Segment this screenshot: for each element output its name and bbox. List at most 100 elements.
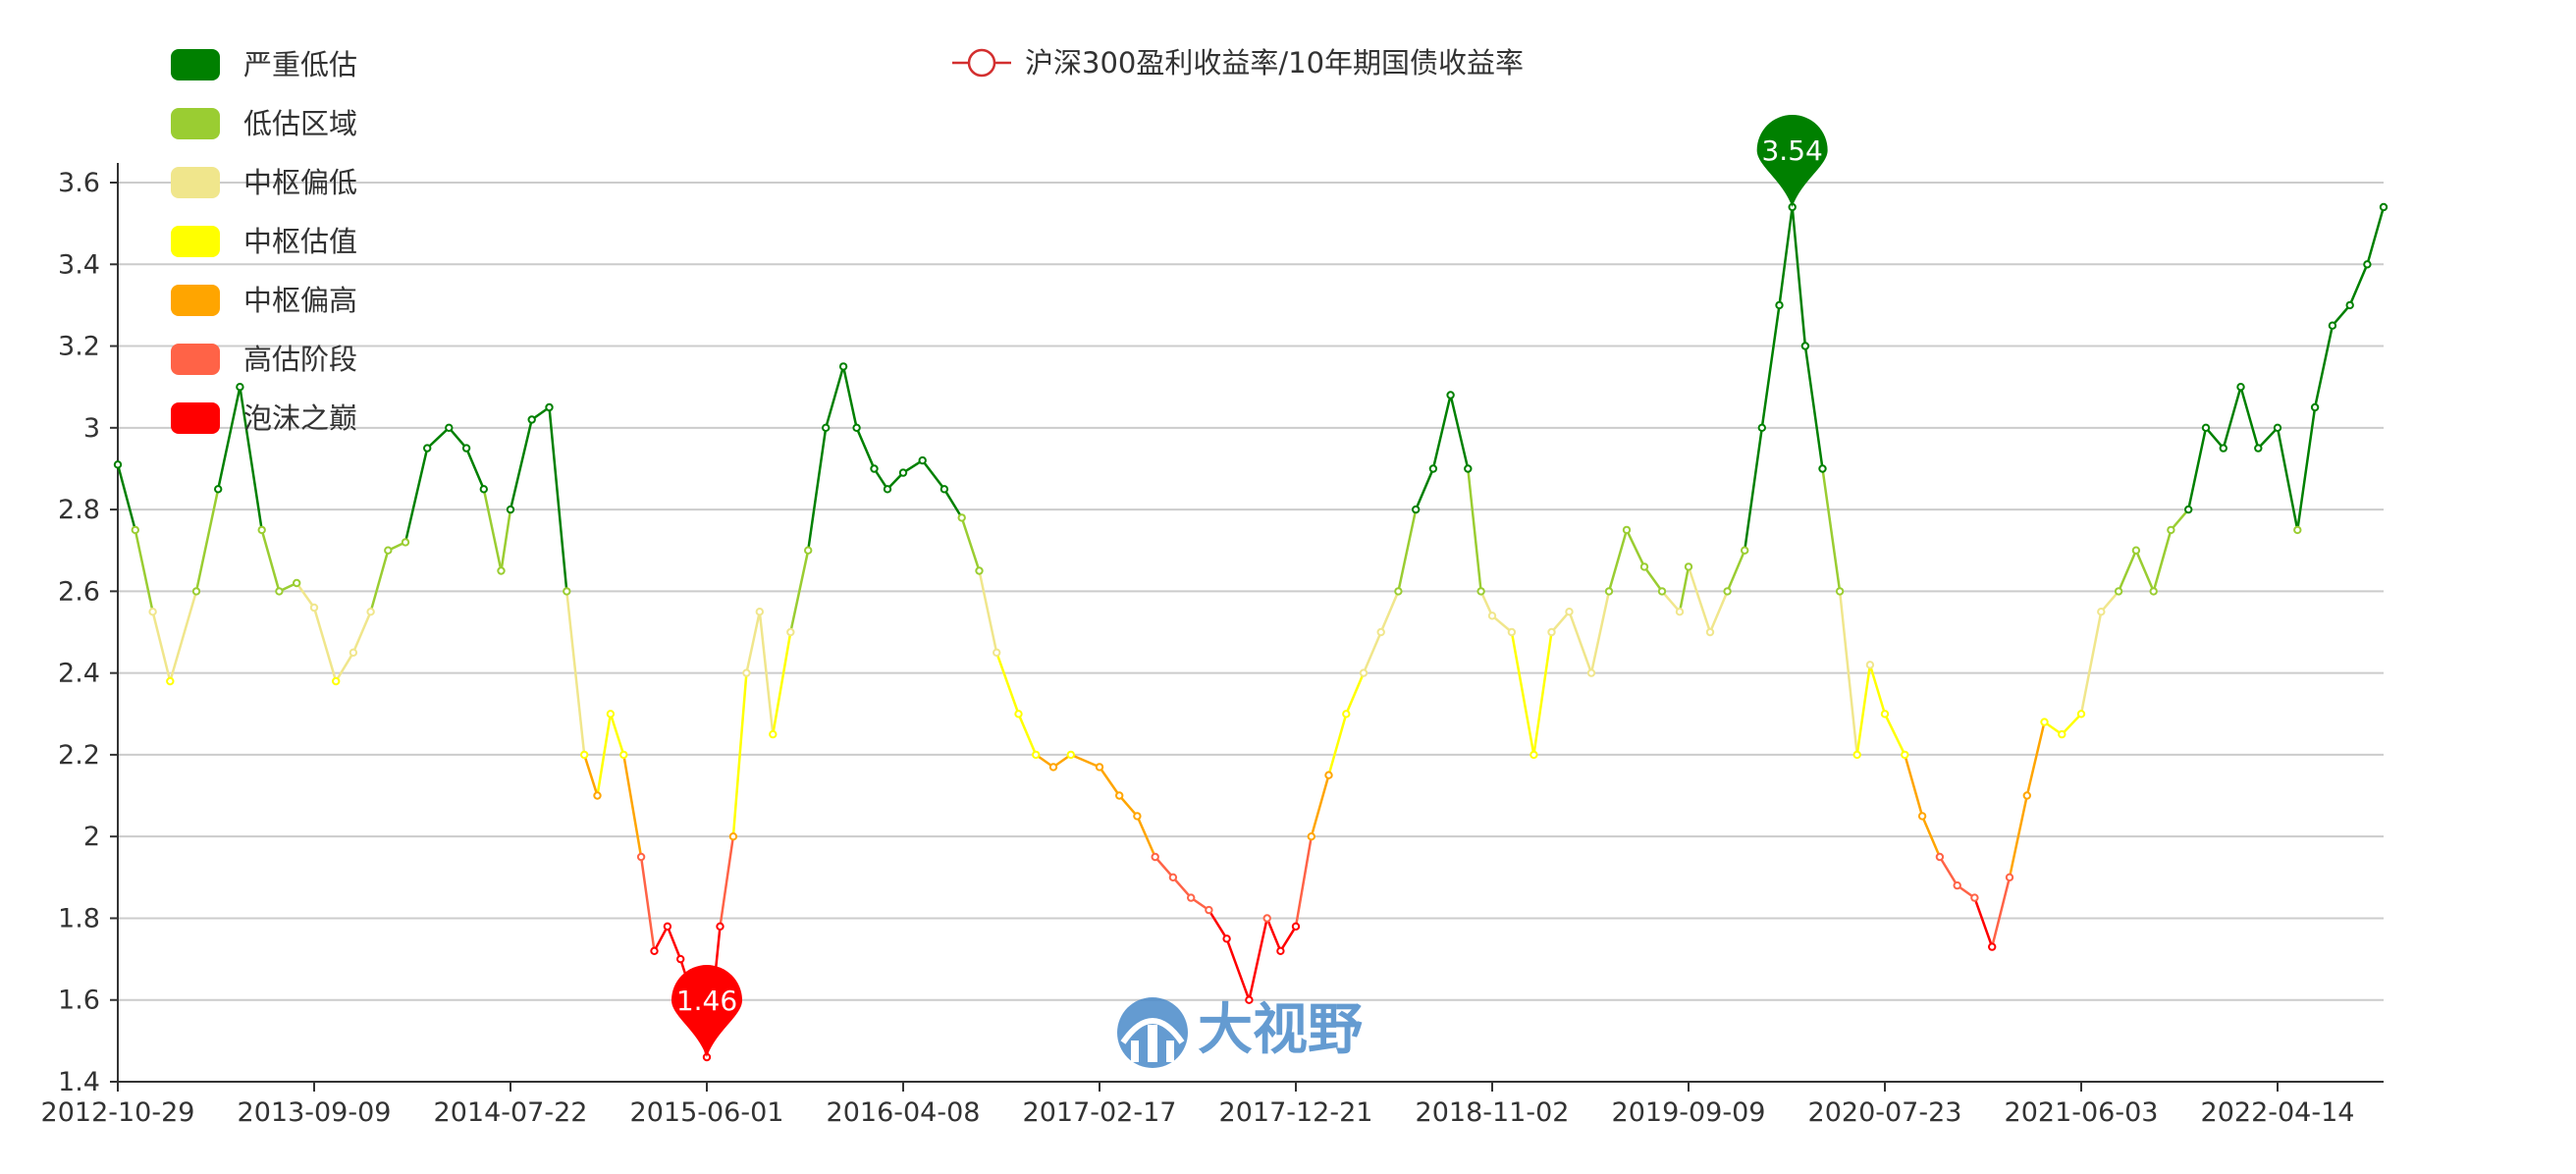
data-point[interactable]	[1151, 852, 1159, 862]
data-point[interactable]	[1032, 750, 1041, 760]
data-point[interactable]	[1342, 710, 1351, 719]
data-point[interactable]	[1048, 763, 1058, 772]
data-point[interactable]	[366, 608, 375, 616]
data-point[interactable]	[993, 648, 1001, 657]
data-point[interactable]	[1307, 832, 1316, 841]
data-point[interactable]	[545, 402, 554, 412]
data-point[interactable]	[769, 729, 778, 739]
data-point[interactable]	[1359, 668, 1368, 677]
data-point[interactable]	[742, 668, 751, 677]
data-point[interactable]	[1835, 587, 1845, 596]
data-point[interactable]	[2040, 718, 2049, 726]
data-point[interactable]	[1507, 627, 1517, 637]
data-point[interactable]	[580, 750, 589, 760]
data-point[interactable]	[2167, 525, 2175, 535]
data-point[interactable]	[2219, 444, 2228, 453]
series-legend-item[interactable]: 沪深300盈利收益率/10年期国债收益率	[952, 46, 1524, 80]
data-point[interactable]	[275, 587, 284, 596]
data-point[interactable]	[1917, 812, 1927, 821]
data-point[interactable]	[2097, 608, 2106, 616]
data-point[interactable]	[957, 513, 966, 522]
data-point[interactable]	[822, 423, 831, 432]
data-point[interactable]	[148, 608, 157, 616]
data-point[interactable]	[2328, 321, 2337, 330]
data-point[interactable]	[563, 587, 571, 596]
data-point[interactable]	[883, 485, 892, 494]
data-point[interactable]	[1547, 627, 1556, 637]
data-point[interactable]	[1014, 710, 1023, 719]
data-point[interactable]	[1394, 587, 1403, 596]
data-point[interactable]	[1245, 995, 1254, 1004]
data-point[interactable]	[918, 455, 927, 465]
data-point[interactable]	[1953, 880, 1961, 890]
data-point[interactable]	[1988, 942, 1997, 951]
data-point[interactable]	[1775, 300, 1784, 310]
data-point[interactable]	[1865, 661, 1875, 669]
data-point[interactable]	[1324, 771, 1333, 779]
data-point[interactable]	[975, 566, 984, 575]
data-point[interactable]	[1970, 893, 1979, 902]
data-point[interactable]	[384, 546, 393, 555]
data-point[interactable]	[593, 791, 602, 800]
data-point[interactable]	[166, 676, 175, 686]
data-point[interactable]	[1412, 505, 1421, 514]
data-point[interactable]	[2149, 587, 2158, 596]
data-point[interactable]	[606, 710, 616, 719]
visual-map-item[interactable]: 高估阶段	[171, 343, 357, 376]
data-point[interactable]	[1291, 922, 1301, 931]
data-point[interactable]	[1800, 342, 1810, 350]
data-point[interactable]	[1622, 525, 1632, 535]
data-point[interactable]	[332, 676, 341, 686]
visual-map-item[interactable]: 泡沫之巅	[171, 401, 357, 435]
data-point[interactable]	[1066, 750, 1076, 760]
data-point[interactable]	[755, 608, 764, 616]
data-point[interactable]	[852, 423, 861, 432]
data-point[interactable]	[1476, 587, 1485, 596]
data-point[interactable]	[1530, 750, 1538, 760]
visual-map-item[interactable]: 中枢偏高	[171, 284, 357, 317]
data-point[interactable]	[461, 444, 471, 453]
data-point[interactable]	[1205, 905, 1213, 915]
data-point[interactable]	[870, 464, 879, 473]
data-point[interactable]	[2379, 202, 2388, 212]
data-point[interactable]	[716, 922, 724, 931]
visual-map-item[interactable]: 中枢估值	[171, 225, 357, 258]
data-point[interactable]	[1222, 934, 1231, 943]
data-point[interactable]	[1657, 587, 1667, 596]
data-point[interactable]	[1168, 873, 1178, 881]
data-point[interactable]	[1675, 608, 1685, 616]
data-point[interactable]	[1604, 587, 1614, 596]
visual-map-item[interactable]: 低估区域	[171, 107, 357, 140]
data-point[interactable]	[1464, 464, 1473, 473]
data-point[interactable]	[650, 946, 659, 955]
data-point[interactable]	[309, 603, 319, 613]
data-point[interactable]	[1639, 562, 1649, 571]
data-point[interactable]	[804, 546, 813, 555]
data-point[interactable]	[1705, 627, 1715, 637]
data-point[interactable]	[2131, 546, 2141, 555]
data-point[interactable]	[401, 538, 410, 547]
data-point[interactable]	[1741, 546, 1749, 555]
data-point[interactable]	[445, 423, 454, 432]
data-point[interactable]	[423, 444, 432, 453]
data-point[interactable]	[1376, 627, 1385, 637]
data-point[interactable]	[527, 415, 536, 424]
data-point[interactable]	[1935, 852, 1945, 862]
data-point[interactable]	[191, 587, 201, 596]
data-point[interactable]	[2345, 300, 2354, 310]
data-point[interactable]	[1487, 612, 1497, 620]
data-point[interactable]	[898, 468, 908, 477]
data-point[interactable]	[1565, 608, 1574, 616]
data-point[interactable]	[257, 525, 266, 535]
data-point[interactable]	[2022, 791, 2032, 800]
data-point[interactable]	[2310, 402, 2320, 412]
data-point[interactable]	[131, 525, 140, 535]
data-point[interactable]	[2273, 423, 2282, 432]
data-point[interactable]	[1276, 946, 1285, 955]
data-point[interactable]	[636, 852, 646, 862]
data-point[interactable]	[1901, 750, 1909, 760]
data-point[interactable]	[113, 460, 123, 469]
data-point[interactable]	[728, 832, 738, 841]
data-point[interactable]	[2254, 444, 2263, 453]
data-point[interactable]	[2184, 505, 2193, 514]
